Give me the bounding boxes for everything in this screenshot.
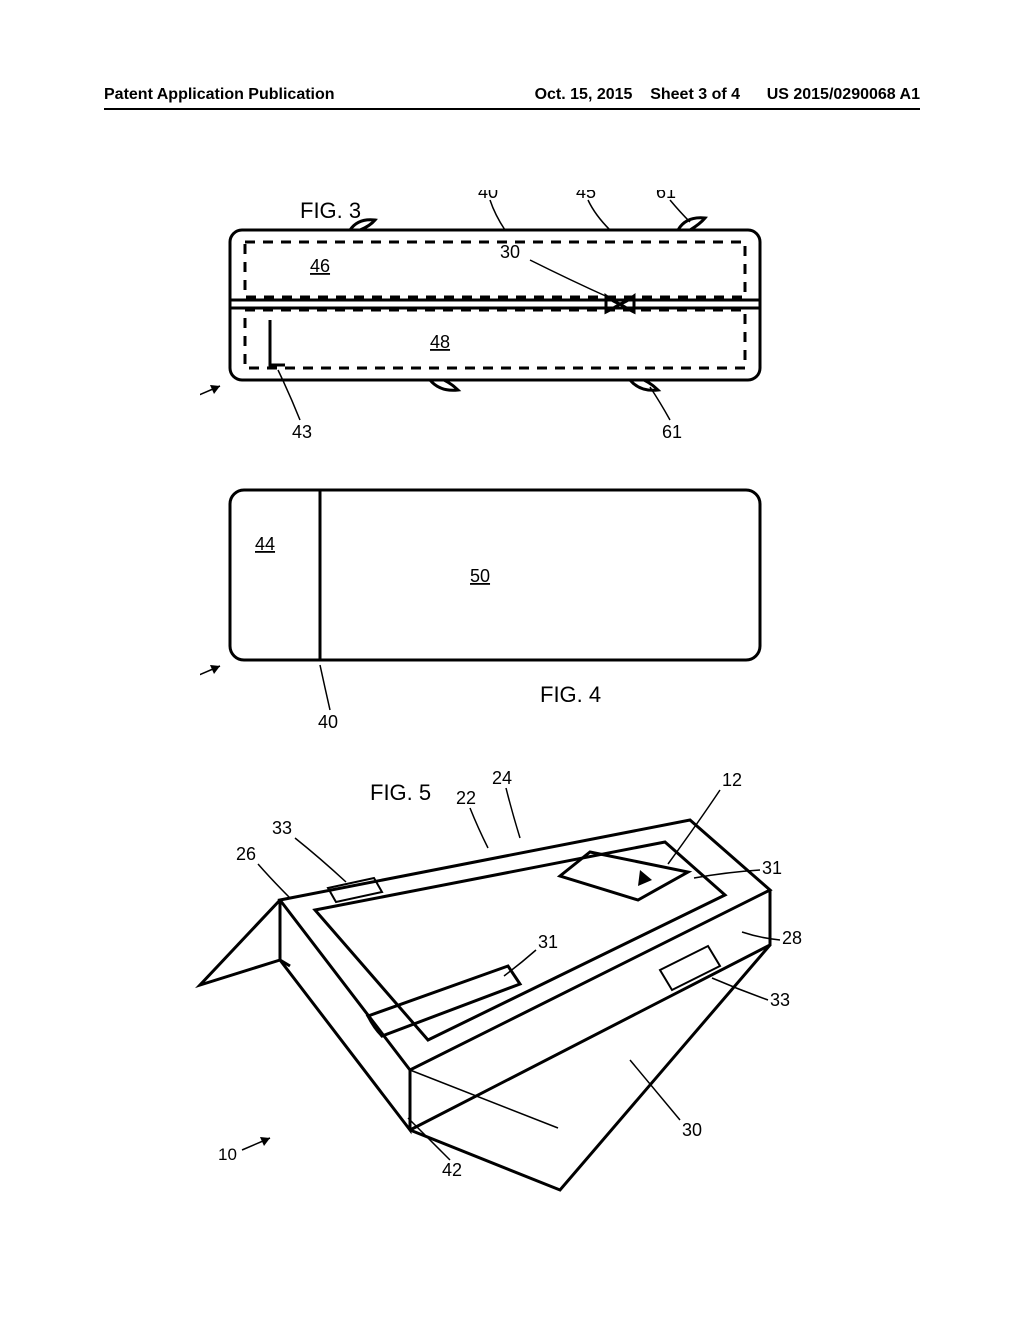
fig3-tab-bot-right xyxy=(630,380,658,390)
fig3-leader-45 xyxy=(588,200,610,230)
fig3-label-30: 30 xyxy=(500,242,520,262)
fig5-label-24: 24 xyxy=(492,768,512,788)
fig3-leader-61a xyxy=(670,200,690,222)
fig3-label-46: 46 xyxy=(310,256,330,276)
fig5-title: FIG. 5 xyxy=(370,780,431,805)
fig5-flap-left xyxy=(200,900,280,985)
fig3-leader-30 xyxy=(530,260,610,298)
figure-3: FIG. 3 40 45 61 46 30 48 43 61 10 xyxy=(200,190,840,470)
fig5-leader-30 xyxy=(630,1060,680,1120)
fig5-label-33a: 33 xyxy=(272,818,292,838)
fig5-label-10: 10 xyxy=(218,1145,237,1164)
fig4-arrow-10: 10 xyxy=(200,665,220,692)
fig5-arrowhead-12 xyxy=(638,870,652,886)
fig3-label-45: 45 xyxy=(576,190,596,202)
fig3-outer-rect xyxy=(230,230,760,380)
fig5-leader-24 xyxy=(506,788,520,838)
header-docnum: US 2015/0290068 A1 xyxy=(767,86,920,103)
fig3-leader-40 xyxy=(490,200,505,230)
fig4-label-50: 50 xyxy=(470,566,490,586)
fig5-label-12: 12 xyxy=(722,770,742,790)
fig4-leader-40 xyxy=(320,665,330,710)
header-rule xyxy=(104,108,920,110)
fig4-label-40: 40 xyxy=(318,712,338,730)
header-publication: Patent Application Publication xyxy=(104,86,335,104)
fig3-label-61a: 61 xyxy=(656,190,676,202)
fig5-label-31a: 31 xyxy=(762,858,782,878)
figure-4: 44 50 40 FIG. 4 10 xyxy=(200,470,840,730)
fig5-leader-33a xyxy=(295,838,346,882)
fig5-label-31b: 31 xyxy=(538,932,558,952)
page-header: Patent Application Publication Oct. 15, … xyxy=(104,86,920,104)
fig5-box xyxy=(280,820,770,1130)
fig3-tab-bot-left xyxy=(430,380,458,390)
fig3-leader-43 xyxy=(278,370,300,420)
fig3-leader-61b xyxy=(650,387,670,420)
fig5-sheet-right xyxy=(560,852,688,900)
fig5-leader-42 xyxy=(408,1118,450,1160)
fig5-leader-26 xyxy=(258,864,290,898)
fig5-leader-12 xyxy=(668,790,720,864)
fig3-tab-top-right xyxy=(678,218,705,230)
fig5-label-42: 42 xyxy=(442,1160,462,1180)
fig3-dash-lower xyxy=(245,310,745,368)
fig5-patch-right xyxy=(660,946,720,990)
page: Patent Application Publication Oct. 15, … xyxy=(0,0,1024,1320)
fig3-arrow-10: 10 xyxy=(200,385,220,412)
fig3-el-43 xyxy=(270,320,285,365)
fig4-label-44: 44 xyxy=(255,534,275,554)
fig5-leader-28 xyxy=(742,932,780,940)
fig5-label-28: 28 xyxy=(782,928,802,948)
fig5-leader-31b xyxy=(504,950,536,976)
fig4-title: FIG. 4 xyxy=(540,682,601,707)
fig5-label-22: 22 xyxy=(456,788,476,808)
fig3-label-40: 40 xyxy=(478,190,498,202)
fig5-label-30: 30 xyxy=(682,1120,702,1140)
fig3-title: FIG. 3 xyxy=(300,198,361,223)
header-date: Oct. 15, 2015 xyxy=(535,86,633,103)
fig5-label-26: 26 xyxy=(236,844,256,864)
fig5-arrow-10: 10 xyxy=(218,1137,270,1164)
fig3-label-48: 48 xyxy=(430,332,450,352)
fig3-label-61b: 61 xyxy=(662,422,682,442)
fig5-leader-22 xyxy=(470,808,488,848)
header-sheet: Sheet 3 of 4 xyxy=(650,86,740,103)
fig4-rect xyxy=(230,490,760,660)
fig5-label-33b: 33 xyxy=(770,990,790,1010)
fig3-label-43: 43 xyxy=(292,422,312,442)
fig3-knot xyxy=(606,296,634,312)
figure-5: FIG. 5 xyxy=(160,760,880,1240)
header-right: Oct. 15, 2015 Sheet 3 of 4 US 2015/02900… xyxy=(535,86,920,104)
